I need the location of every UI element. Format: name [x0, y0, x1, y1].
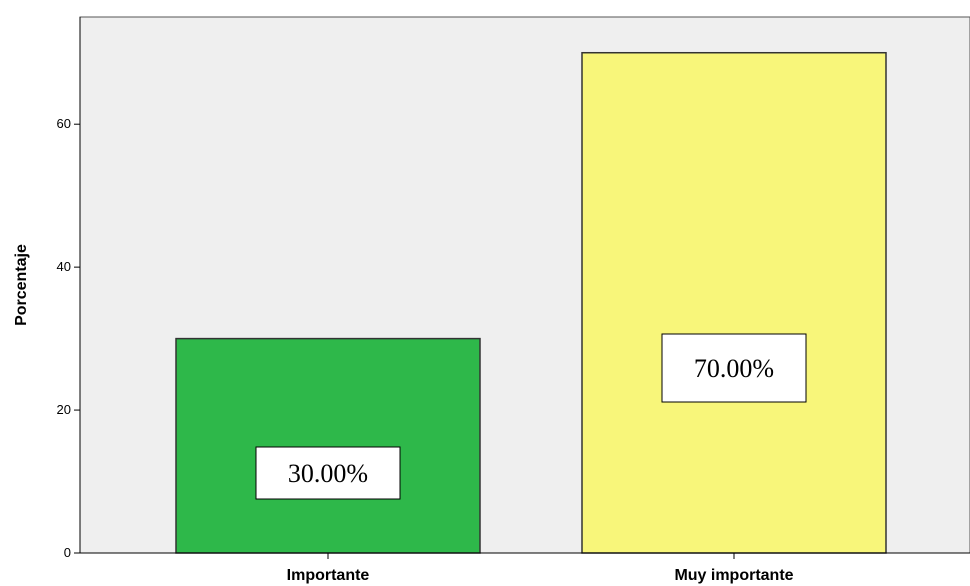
data-label: 30.00%	[255, 446, 401, 500]
data-label-text: 70.00%	[694, 354, 774, 383]
data-label-box	[661, 333, 807, 403]
bar-importante	[175, 337, 481, 554]
data-label: 70.00%	[661, 333, 807, 403]
x-category-label: Muy importante	[674, 567, 793, 584]
data-labels: 30.00% 70.00%	[255, 333, 807, 500]
bars	[175, 51, 887, 554]
y-tick-label: 60	[57, 116, 71, 131]
y-axis-title: Porcentaje	[13, 244, 30, 326]
y-axis-ticks: 0 20 40 60	[57, 116, 80, 560]
data-label-text: 30.00%	[288, 459, 368, 488]
data-label-box	[255, 446, 401, 500]
x-axis-ticks: Importante Muy importante	[287, 553, 794, 584]
y-tick-label: 20	[57, 402, 71, 417]
bar-muy-importante	[581, 51, 887, 554]
y-tick-label: 0	[64, 545, 71, 560]
x-category-label: Importante	[287, 567, 370, 584]
y-tick-label: 40	[57, 259, 71, 274]
